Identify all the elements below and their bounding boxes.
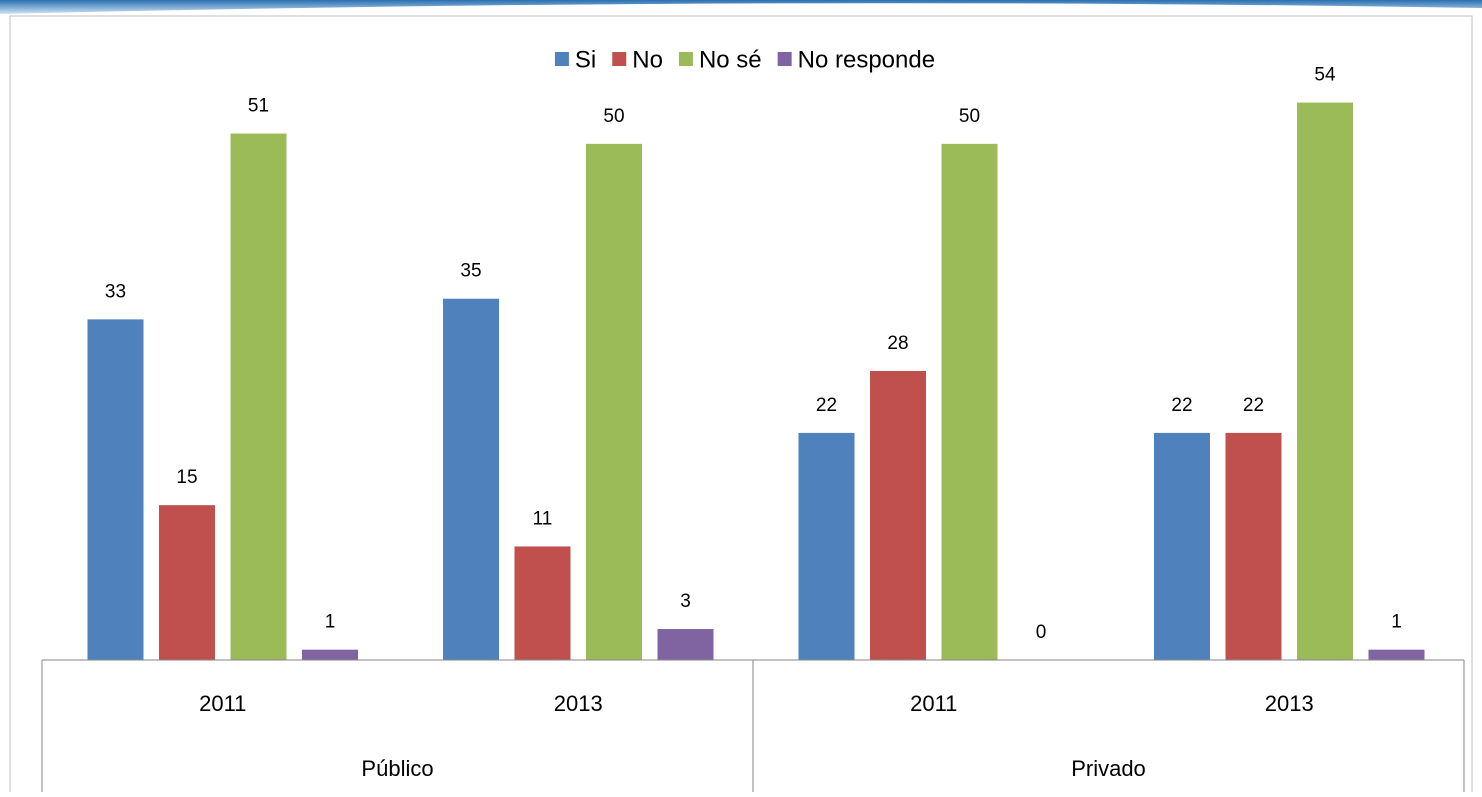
data-label: 22: [816, 395, 837, 416]
bar: [1225, 432, 1282, 660]
x-tick-label: 2013: [554, 691, 603, 716]
legend-label: Si: [575, 46, 596, 73]
data-label: 22: [1171, 395, 1192, 416]
data-label: 50: [959, 106, 980, 127]
data-label: 54: [1314, 65, 1336, 86]
bar: [87, 319, 144, 660]
bar: [1368, 649, 1425, 660]
bar: [586, 143, 642, 660]
bar: [798, 432, 855, 660]
data-label: 33: [105, 281, 126, 302]
bar: [1297, 102, 1353, 661]
legend: Si No No sé No responde: [554, 46, 935, 73]
legend-label: No responde: [798, 46, 935, 73]
bar: [302, 649, 358, 660]
bar: [657, 629, 714, 660]
category-axis: 2011 2013 2011 2013 Público Privado: [41, 659, 1465, 792]
bar: [230, 133, 287, 660]
banner: [0, 0, 1482, 14]
bar: [870, 370, 926, 660]
bar: [941, 143, 998, 660]
data-label: 1: [1391, 612, 1402, 633]
bar: [159, 505, 215, 660]
legend-swatch: [612, 52, 627, 66]
data-label: 28: [887, 333, 908, 354]
legend-swatch: [554, 52, 569, 66]
data-label: 1: [325, 612, 336, 633]
bar: [514, 546, 571, 660]
data-label: 51: [248, 96, 269, 117]
data-label: 11: [533, 508, 553, 529]
group-label: Público: [361, 756, 433, 781]
data-label: 50: [603, 106, 624, 127]
bar: [443, 298, 499, 660]
plot-area: 33 15 51 1 35 11 50 3 22 28 50 0 22 22 54 1: [87, 65, 1425, 661]
group-label: Privado: [1071, 756, 1146, 781]
data-label: 3: [680, 591, 691, 612]
legend-label: No sé: [699, 46, 762, 73]
x-tick-label: 2011: [910, 691, 957, 716]
legend-swatch: [678, 52, 693, 66]
legend-swatch: [777, 52, 792, 66]
bar: [1154, 432, 1210, 660]
data-label: 0: [1036, 622, 1047, 643]
data-label: 15: [176, 467, 197, 488]
legend-label: No: [632, 46, 663, 73]
x-tick-label: 2011: [199, 691, 246, 716]
x-tick-label: 2013: [1265, 691, 1314, 716]
data-label: 22: [1243, 395, 1264, 416]
data-label: 35: [460, 261, 481, 282]
